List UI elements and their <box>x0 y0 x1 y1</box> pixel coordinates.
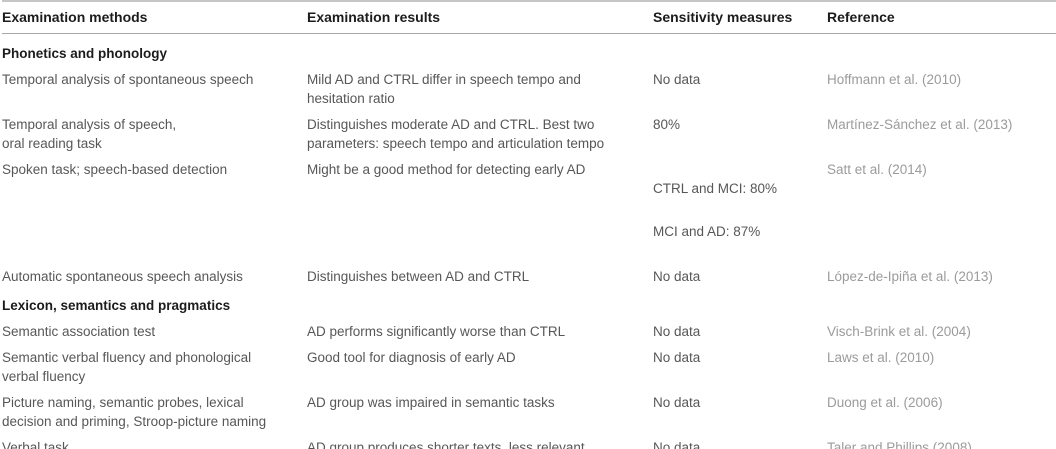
sensitivity-line-1: CTRL and MCI: 80% <box>653 181 778 196</box>
result-cell: Mild AD and CTRL differ in speech tempo … <box>307 72 581 106</box>
table-header: Examination methods Examination results … <box>2 1 1056 34</box>
reference-cell: Visch-Brink et al. (2004) <box>827 324 971 339</box>
sensitivity-cell: No data <box>653 395 701 410</box>
table-row: Semantic verbal fluency and phonological… <box>2 341 1056 386</box>
method-cell: Temporal analysis of spontaneous speech <box>2 72 254 87</box>
reference-cell: López-de-Ipiña et al. (2013) <box>827 269 993 284</box>
reference-cell: Satt et al. (2014) <box>827 162 927 177</box>
table-row: Temporal analysis of speech, oral readin… <box>2 108 1056 153</box>
method-cell: Spoken task; speech-based detection <box>2 162 228 177</box>
reference-cell: Hoffmann et al. (2010) <box>827 72 962 87</box>
method-cell: Verbal task <box>2 440 69 449</box>
section-label: Phonetics and phonology <box>2 46 167 61</box>
sensitivity-cell: No data <box>653 324 701 339</box>
result-cell: Good tool for diagnosis of early AD <box>307 350 516 365</box>
method-cell: Semantic verbal fluency and phonological… <box>2 350 252 384</box>
sensitivity-cell: No data <box>653 440 701 449</box>
section-row-lexicon: Lexicon, semantics and pragmatics <box>2 286 1056 315</box>
reference-cell: Laws et al. (2010) <box>827 350 935 365</box>
column-header-examination-results: Examination results <box>307 1 653 34</box>
sensitivity-cell: 80% <box>653 117 681 132</box>
sensitivity-cell: No data <box>653 269 701 284</box>
section-row-phonetics: Phonetics and phonology <box>2 34 1056 64</box>
column-header-reference: Reference <box>827 1 1056 34</box>
column-header-examination-methods: Examination methods <box>2 1 307 34</box>
table-row: Verbal task AD group produces shorter te… <box>2 431 1056 449</box>
table-row: Spoken task; speech-based detection Migh… <box>2 153 1056 260</box>
reference-cell: Duong et al. (2006) <box>827 395 943 410</box>
reference-cell: Taler and Phillips (2008) <box>827 440 972 449</box>
column-header-sensitivity-measures: Sensitivity measures <box>653 1 827 34</box>
result-cell: AD group produces shorter texts, less re… <box>307 440 585 449</box>
table-row: Picture naming, semantic probes, lexical… <box>2 386 1056 431</box>
header-row: Examination methods Examination results … <box>2 1 1056 34</box>
table-row: Automatic spontaneous speech analysis Di… <box>2 260 1056 286</box>
sensitivity-line-2: MCI and AD: 87% <box>653 224 761 239</box>
section-label: Lexicon, semantics and pragmatics <box>2 298 231 313</box>
table-row: Semantic association test AD performs si… <box>2 315 1056 341</box>
result-cell: AD performs significantly worse than CTR… <box>307 324 566 339</box>
result-cell: Distinguishes between AD and CTRL <box>307 269 530 284</box>
result-cell: AD group was impaired in semantic tasks <box>307 395 555 410</box>
sensitivity-cell: No data <box>653 350 701 365</box>
method-cell: Temporal analysis of speech, oral readin… <box>2 117 177 151</box>
method-cell: Semantic association test <box>2 324 156 339</box>
method-cell: Automatic spontaneous speech analysis <box>2 269 243 284</box>
result-cell: Might be a good method for detecting ear… <box>307 162 586 177</box>
table-body: Phonetics and phonology Temporal analysi… <box>2 34 1056 449</box>
method-cell: Picture naming, semantic probes, lexical… <box>2 395 267 429</box>
reference-cell: Martínez-Sánchez et al. (2013) <box>827 117 1013 132</box>
sensitivity-cell: No data <box>653 72 701 87</box>
table-row: Temporal analysis of spontaneous speech … <box>2 63 1056 108</box>
sensitivity-cell: CTRL and MCI: 80% MCI and AD: 87% <box>653 153 827 260</box>
result-cell: Distinguishes moderate AD and CTRL. Best… <box>307 117 605 151</box>
